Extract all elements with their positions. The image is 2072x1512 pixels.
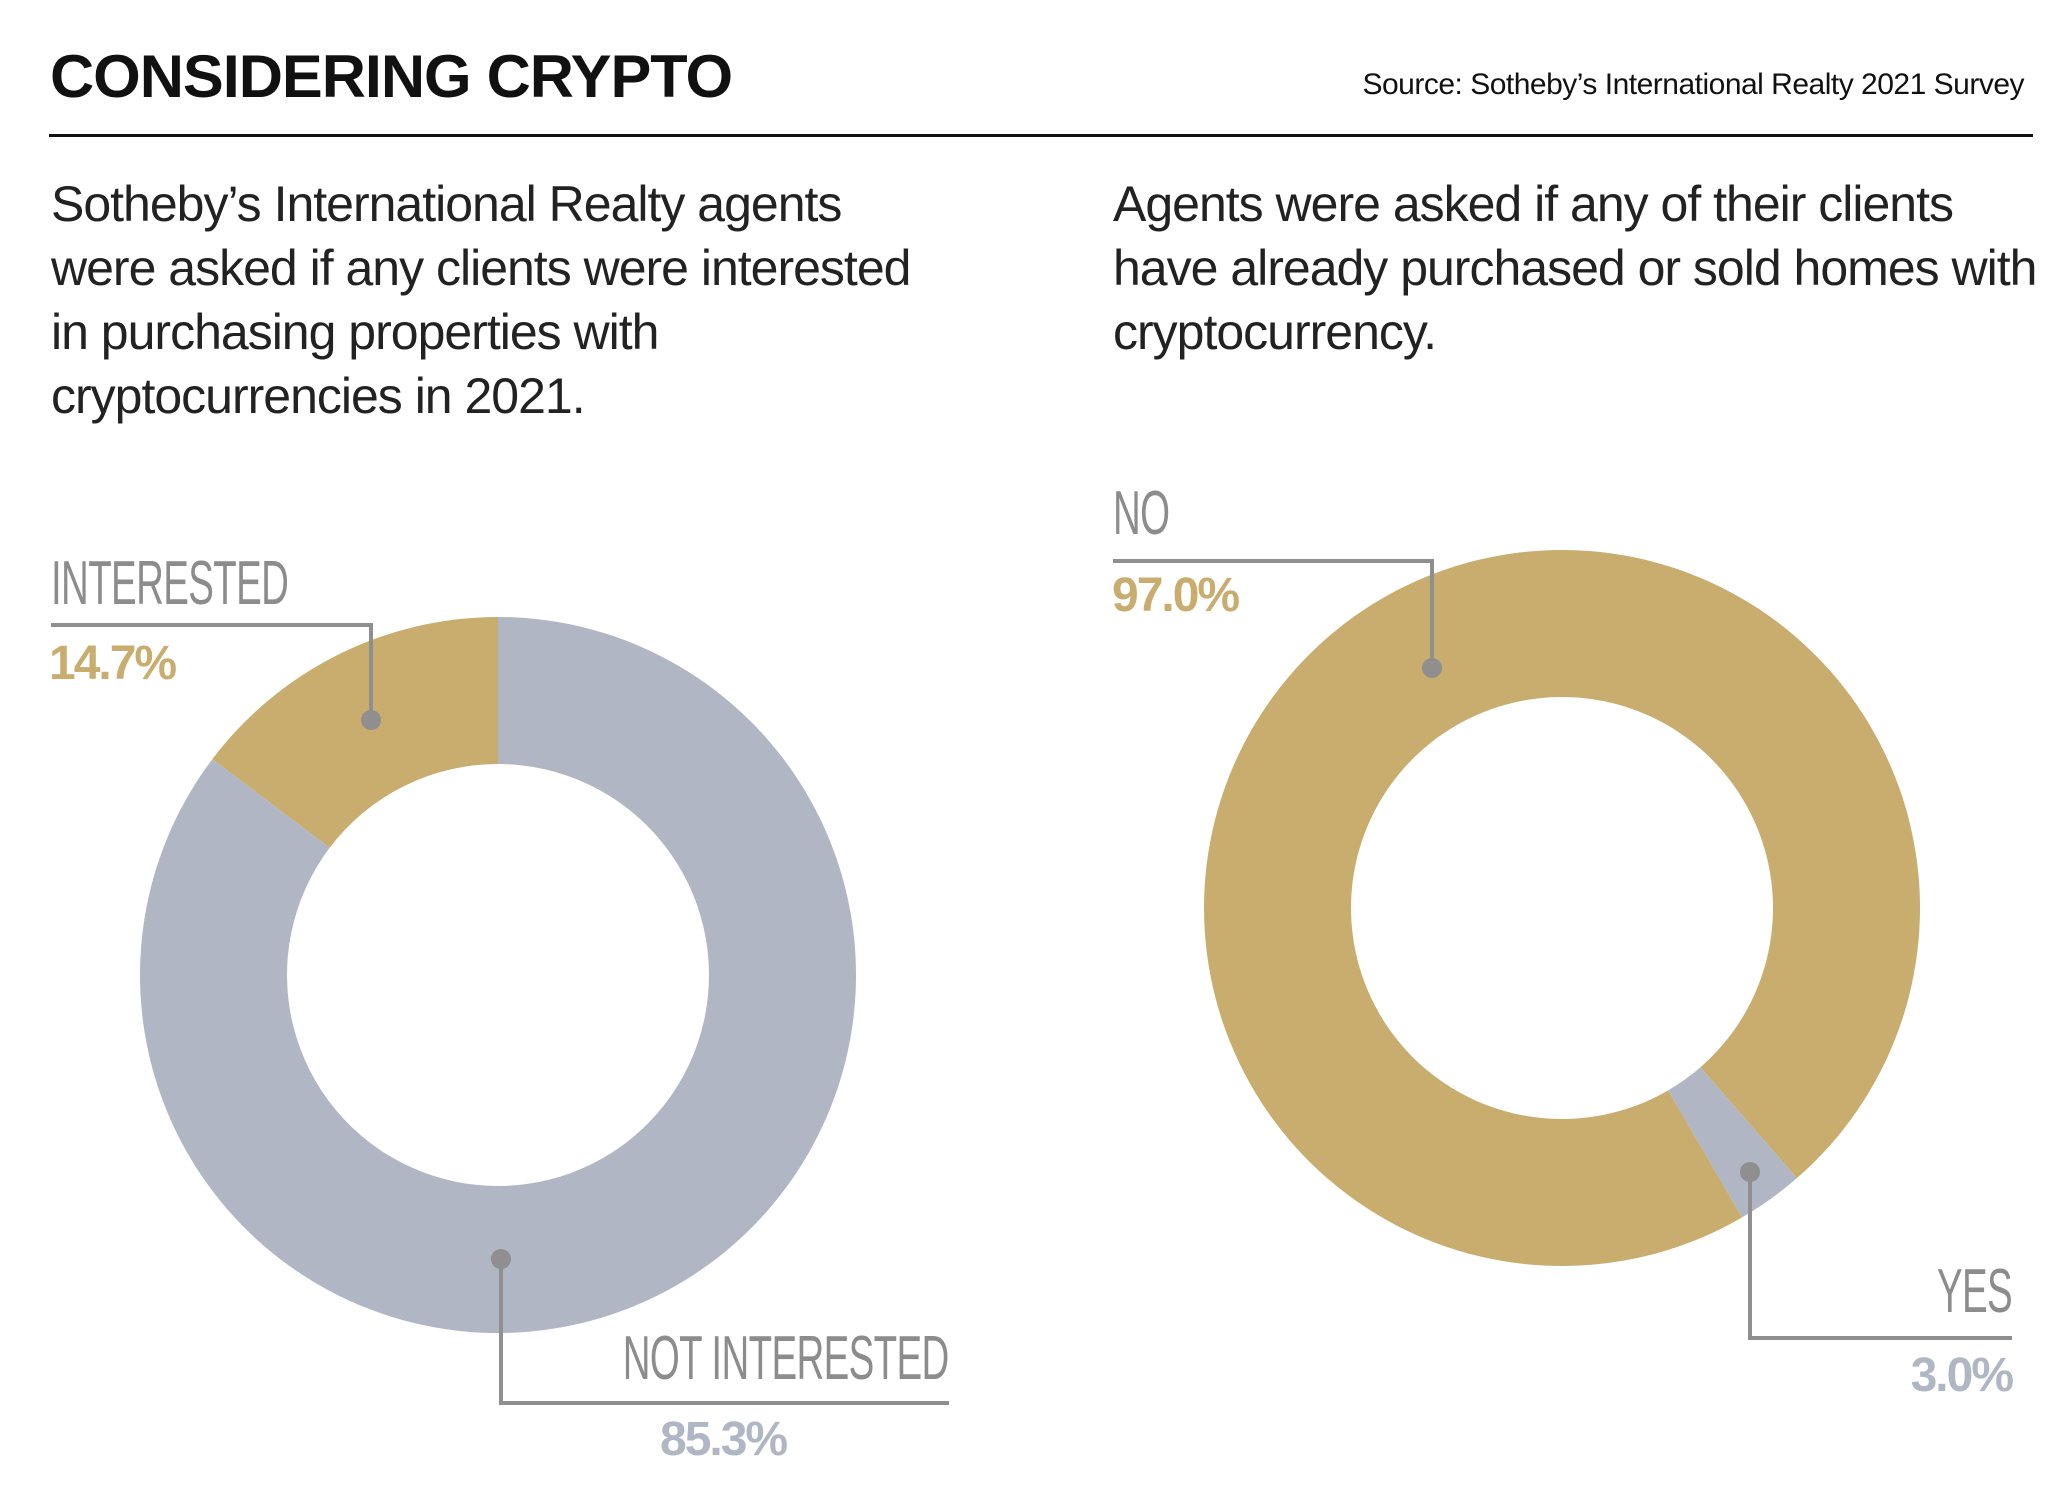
header-divider	[49, 134, 2033, 137]
right-chart-description: Agents were asked if any of their client…	[1113, 176, 2037, 360]
left-chart-description: Sotheby’s International Realty agents we…	[51, 176, 911, 424]
label-yes: YES	[1936, 1257, 2013, 1326]
value-not-interested: 85.3%	[660, 1413, 788, 1466]
right-donut-slice-no	[1203, 550, 1920, 1267]
leader-yes-dot	[1740, 1162, 1760, 1182]
right-donut-slice-yes	[1668, 1067, 1797, 1218]
chart-title: CONSIDERING CRYPTO	[50, 43, 733, 110]
left-donut-slice-not-interested	[139, 617, 857, 1334]
value-yes: 3.0%	[1910, 1349, 2014, 1402]
leader-not-interested-line	[499, 1259, 949, 1405]
leader-not-interested-dot	[491, 1249, 511, 1269]
value-no: 97.0%	[1112, 569, 1240, 622]
leader-yes-line	[1748, 1172, 2012, 1340]
label-no: NO	[1113, 479, 1170, 548]
left-donut-slice-interested	[212, 617, 498, 848]
leader-no-dot	[1422, 658, 1442, 678]
value-interested: 14.7%	[49, 637, 177, 690]
leader-no-line	[1113, 559, 1434, 668]
source-note: Source: Sotheby’s International Realty 2…	[1362, 68, 2024, 101]
label-interested: INTERESTED	[51, 549, 289, 618]
leader-interested-dot	[361, 710, 381, 730]
leader-interested-line	[51, 623, 373, 720]
label-not-interested: NOT INTERESTED	[623, 1324, 950, 1393]
